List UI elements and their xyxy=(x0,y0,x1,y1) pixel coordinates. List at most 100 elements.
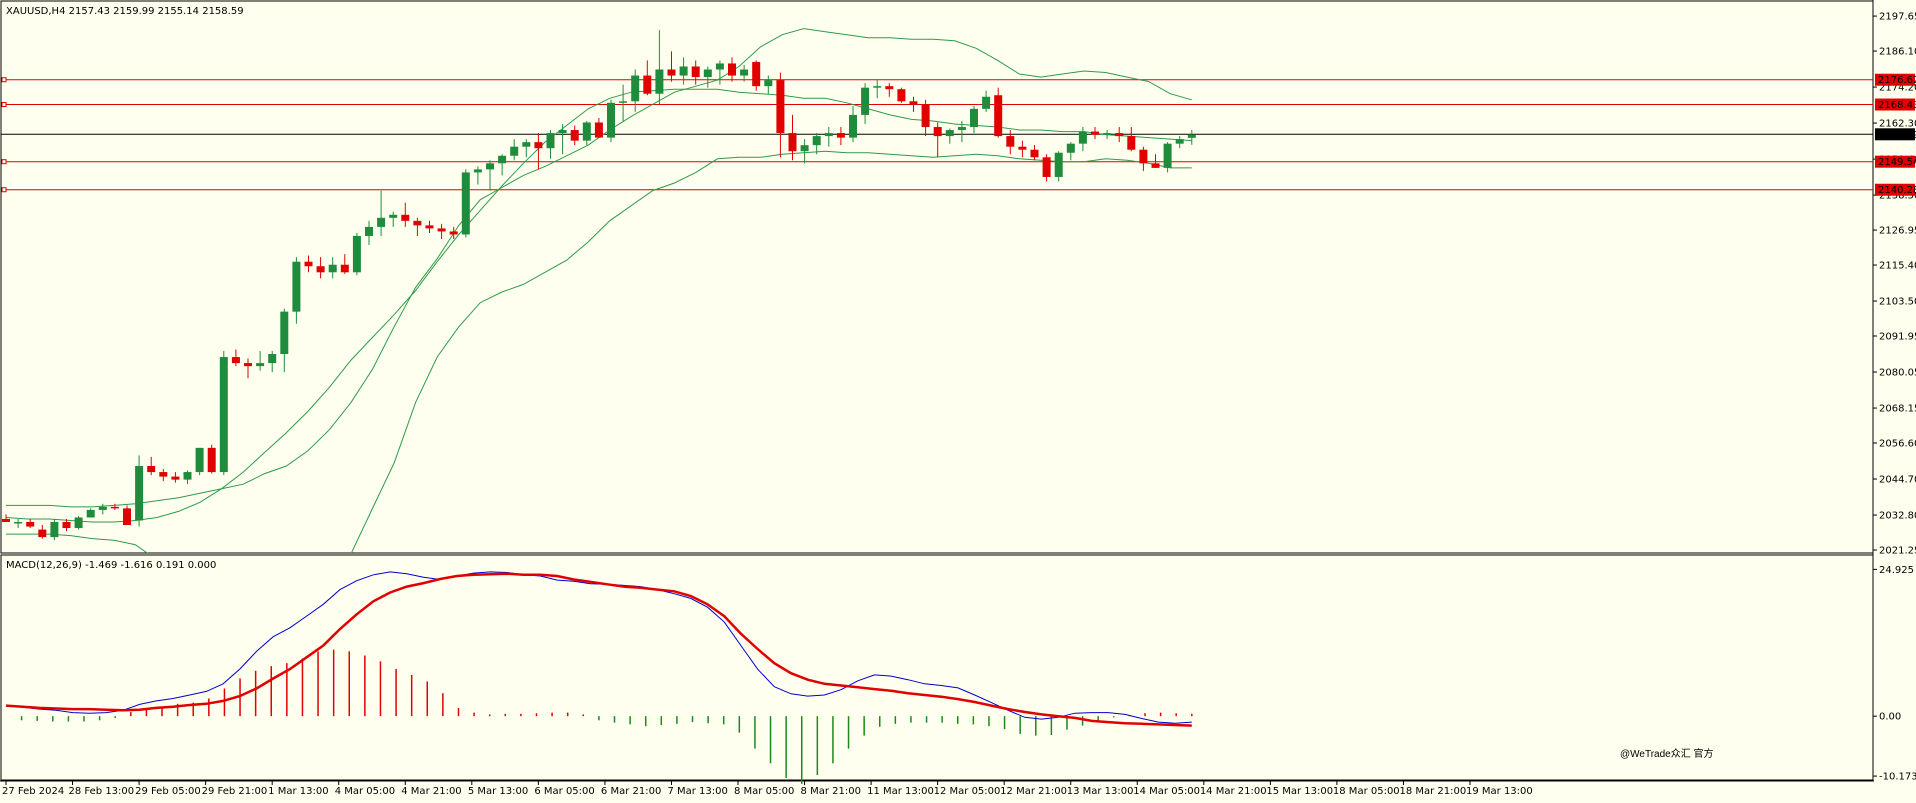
candle-body xyxy=(256,363,265,367)
macd-tick-label: -10.173 xyxy=(1879,772,1916,783)
candle-body xyxy=(38,529,47,538)
candle xyxy=(607,99,615,143)
candle-body xyxy=(582,122,591,141)
candle xyxy=(231,349,240,367)
level-price-label: 2176.62 xyxy=(1878,75,1916,86)
candle xyxy=(498,154,507,176)
candle xyxy=(401,202,410,227)
candle xyxy=(74,515,83,530)
time-tick-label: 29 Feb 05:00 xyxy=(135,786,201,797)
candle-body xyxy=(885,86,894,90)
candle xyxy=(534,133,543,170)
candle xyxy=(135,455,144,527)
candle xyxy=(631,69,640,112)
candle xyxy=(679,57,688,85)
candle xyxy=(970,105,978,134)
symbol-header: XAUUSD,H4 2157.43 2159.99 2155.14 2158.5… xyxy=(6,6,244,17)
macd-tick-label: 24.925 xyxy=(1879,565,1914,576)
candle-body xyxy=(449,231,458,235)
candle-body xyxy=(728,63,736,76)
candle xyxy=(486,160,494,191)
candle-body xyxy=(679,66,688,76)
candle xyxy=(643,60,652,96)
level-handle xyxy=(1,187,7,193)
candle-body xyxy=(2,518,10,523)
time-tick-label: 8 Mar 21:00 xyxy=(801,786,861,797)
candle-body xyxy=(715,63,724,70)
candle-body xyxy=(703,69,712,78)
candle xyxy=(292,257,301,324)
candle-body xyxy=(1006,136,1015,147)
time-tick-label: 14 Mar 05:00 xyxy=(1133,786,1200,797)
candle xyxy=(691,60,700,85)
time-tick-label: 5 Mar 13:00 xyxy=(468,786,528,797)
candle-body xyxy=(365,226,373,236)
candle-body xyxy=(752,61,761,87)
candle xyxy=(885,83,894,97)
macd-tick-label: 0.00 xyxy=(1879,712,1901,723)
candle xyxy=(159,469,168,482)
candle-body xyxy=(1115,133,1124,137)
candle-body xyxy=(812,136,821,146)
candle xyxy=(50,518,59,541)
level-price-tag xyxy=(1875,98,1915,111)
price-tick-label: 2126.95 xyxy=(1879,226,1916,237)
time-axis: 27 Feb 2024 28 Feb 13:00 29 Feb 05:00 29 Fe… xyxy=(2,781,1533,797)
candle-body xyxy=(1175,139,1184,144)
candle-body xyxy=(123,508,131,526)
time-tick-label: 7 Mar 13:00 xyxy=(667,786,727,797)
candle xyxy=(389,211,398,227)
candle-body xyxy=(26,522,35,527)
time-tick-label: 4 Mar 21:00 xyxy=(401,786,461,797)
candle xyxy=(449,226,458,240)
macd-header: MACD(12,26,9) -1.469 -1.616 0.191 0.000 xyxy=(6,560,216,571)
candle xyxy=(219,350,228,476)
time-tick-label: 1 Mar 13:00 xyxy=(268,786,328,797)
candle xyxy=(715,60,724,85)
candle-body xyxy=(1078,131,1087,144)
candle-body xyxy=(292,261,301,312)
candle-body xyxy=(861,87,870,115)
level-price-label: 2140.28 xyxy=(1878,185,1916,196)
time-tick-label: 4 Mar 05:00 xyxy=(335,786,395,797)
candle xyxy=(1151,154,1160,168)
candle xyxy=(316,257,325,279)
time-tick-label: 14 Mar 21:00 xyxy=(1200,786,1267,797)
candle xyxy=(1187,130,1196,145)
candle-body xyxy=(328,264,337,273)
candle-body xyxy=(776,80,785,134)
candle xyxy=(1091,127,1099,140)
candle-body xyxy=(570,130,579,141)
candle-body xyxy=(982,96,991,109)
candle xyxy=(1163,142,1172,173)
candle xyxy=(256,350,265,371)
candle xyxy=(1018,140,1027,158)
candle xyxy=(873,80,882,99)
time-tick-label: 13 Mar 13:00 xyxy=(1067,786,1134,797)
time-tick-label: 29 Feb 21:00 xyxy=(202,786,268,797)
candle xyxy=(897,87,906,103)
candle xyxy=(304,255,313,273)
candle-body xyxy=(836,133,845,138)
candle xyxy=(558,123,567,155)
candle xyxy=(123,505,131,526)
candle-body xyxy=(425,225,434,229)
candle-body xyxy=(1139,149,1148,164)
candle xyxy=(655,30,664,105)
candle-body xyxy=(171,476,180,480)
candle-body xyxy=(437,228,446,232)
candle-body xyxy=(619,101,628,103)
candle-body xyxy=(643,75,652,94)
candle xyxy=(280,308,289,373)
candle xyxy=(2,514,10,523)
candle-body xyxy=(473,169,482,173)
level-price-tag xyxy=(1875,73,1915,86)
candle-body xyxy=(1091,131,1099,135)
candle xyxy=(945,128,954,144)
candle xyxy=(909,96,918,112)
candle xyxy=(26,518,35,529)
candle-body xyxy=(62,522,71,529)
candle-body xyxy=(147,466,156,473)
candle xyxy=(982,90,991,112)
